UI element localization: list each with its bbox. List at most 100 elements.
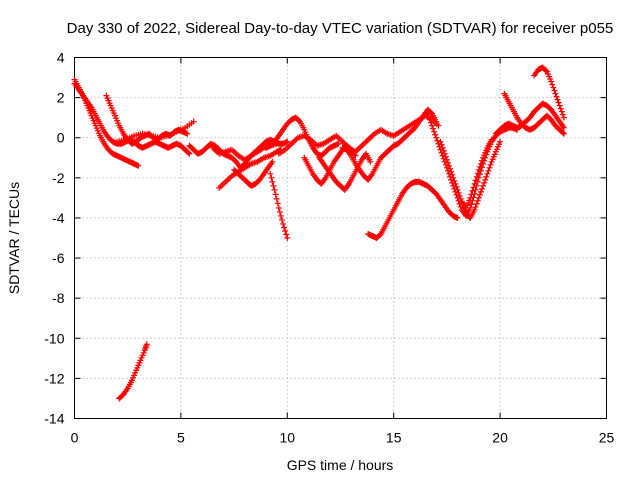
data-point <box>560 124 567 131</box>
data-point <box>469 187 476 194</box>
data-point <box>548 78 555 85</box>
y-tick-label: -12 <box>44 370 64 386</box>
data-point <box>455 189 462 196</box>
x-tick-label: 0 <box>71 430 79 446</box>
data-point <box>454 214 461 221</box>
data-point <box>550 84 557 91</box>
x-tick-label: 25 <box>599 430 615 446</box>
data-point <box>427 119 434 126</box>
data-point <box>427 109 434 116</box>
data-point <box>446 162 453 169</box>
data-point <box>472 203 479 210</box>
data-point <box>461 207 468 214</box>
x-tick-label: 10 <box>280 430 296 446</box>
data-point <box>433 134 440 141</box>
data-point <box>425 113 432 120</box>
grid-lines <box>74 57 607 419</box>
data-point <box>479 157 486 164</box>
series-sat-m <box>316 150 374 193</box>
data-point <box>472 177 479 184</box>
data-point <box>473 200 480 207</box>
data-point <box>559 111 566 118</box>
y-tick-labels: -14 -12 -10 -8 -6 -4 -2 0 2 4 <box>44 50 64 427</box>
data-point <box>284 138 291 145</box>
series-sat-b <box>71 76 142 169</box>
series-sat-d <box>114 118 197 145</box>
y-tick-label: 2 <box>57 90 65 106</box>
data-point <box>278 216 285 223</box>
data-point <box>542 67 549 74</box>
series-sat-h <box>231 158 276 189</box>
data-point <box>439 144 446 151</box>
data-point <box>335 140 342 147</box>
data-point <box>367 158 374 165</box>
y-tick-label: 4 <box>57 50 65 66</box>
data-point <box>267 170 274 177</box>
data-point <box>268 174 275 181</box>
data-point <box>476 191 483 198</box>
data-point <box>282 227 289 234</box>
data-point <box>497 138 504 145</box>
data-point <box>442 153 449 160</box>
data-point <box>453 183 460 190</box>
series-sat-t <box>501 90 567 137</box>
y-tick-label: 0 <box>57 130 65 146</box>
series-sat-u <box>531 64 567 121</box>
data-point <box>190 118 197 125</box>
data-point <box>277 212 284 219</box>
series-sat-r <box>458 138 504 221</box>
data-point <box>473 173 480 180</box>
data-point <box>458 198 465 205</box>
data-point <box>475 194 482 201</box>
data-point <box>460 204 467 211</box>
data-point <box>549 81 556 88</box>
data-point <box>457 195 464 202</box>
data-point <box>447 165 454 172</box>
data-point <box>275 204 282 211</box>
data-point <box>477 188 484 195</box>
y-tick-label: -8 <box>52 290 65 306</box>
data-point <box>470 184 477 191</box>
data-point <box>431 128 438 135</box>
data-point <box>451 177 458 184</box>
series-sat-c <box>103 92 191 147</box>
y-tick-label: -6 <box>52 250 65 266</box>
data-point <box>557 105 564 112</box>
chart-title: Day 330 of 2022, Sidereal Day-to-day VTE… <box>67 20 614 37</box>
data-point <box>281 224 288 231</box>
y-tick-label: -4 <box>52 210 65 226</box>
data-point <box>477 160 484 167</box>
data-point <box>484 170 491 177</box>
series-sat-j <box>267 170 291 241</box>
data-point <box>273 195 280 202</box>
data-point <box>429 122 436 129</box>
data-point <box>482 176 489 183</box>
data-point <box>450 174 457 181</box>
data-point <box>283 231 290 238</box>
data-point <box>438 141 445 148</box>
data-point <box>471 180 478 187</box>
data-point <box>444 159 451 166</box>
data-point <box>452 180 459 187</box>
data-point <box>276 208 283 215</box>
data-point <box>426 116 433 123</box>
data-point <box>560 114 567 121</box>
data-point <box>487 161 494 168</box>
data-point <box>269 178 276 185</box>
data-point <box>483 173 490 180</box>
data-point <box>449 171 456 178</box>
x-tick-labels: 0 5 10 15 20 25 <box>71 430 615 446</box>
data-point <box>435 122 442 129</box>
data-point <box>433 118 440 125</box>
series-sat-v <box>116 341 150 402</box>
data-point <box>552 90 559 97</box>
y-tick-label: -14 <box>44 411 64 427</box>
data-point <box>272 191 279 198</box>
data-point <box>471 206 478 213</box>
data-point <box>434 137 441 144</box>
series-sat-s <box>492 100 567 137</box>
data-point <box>284 235 291 241</box>
data-point <box>551 87 558 94</box>
data-point <box>430 125 437 132</box>
